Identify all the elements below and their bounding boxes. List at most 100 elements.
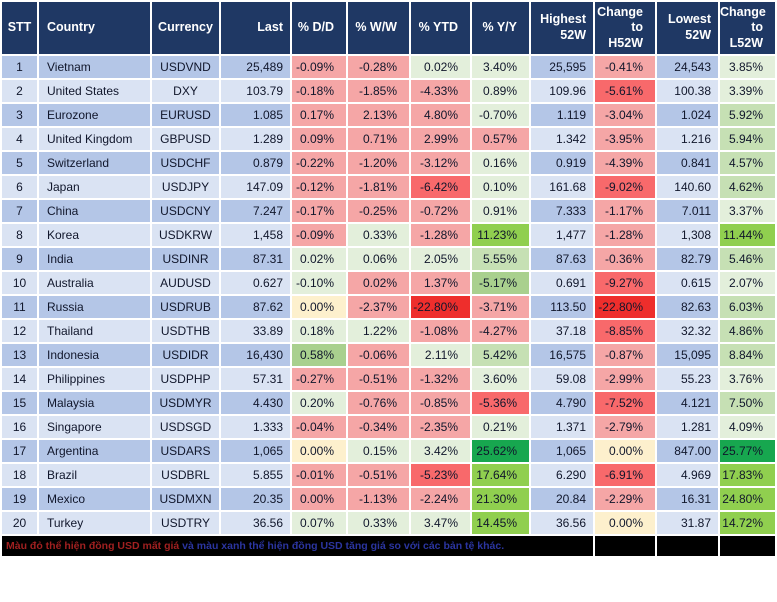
col-header-last: Last [219,0,292,56]
cell-currency: DXY [150,78,221,104]
table-row: 18 Brazil USDBRL 5.855 -0.01% -0.51% -5.23% 17.… [0,462,777,488]
cell-chg_h52w: -3.95% [593,126,657,152]
cell-yy: 5.55% [470,246,531,272]
cell-low52w: 0.615 [655,270,720,296]
cell-high52w: 7.333 [529,198,595,224]
header-row: STT Country Currency Last% D/D% W/W% YTD% Y… [0,0,777,56]
cell-country: China [37,198,152,224]
cell-dd: -0.27% [290,366,348,392]
cell-country: Argentina [37,438,152,464]
cell-low52w: 24,543 [655,54,720,80]
cell-last: 1.289 [219,126,292,152]
cell-low52w: 31.87 [655,510,720,536]
cell-dd: 0.58% [290,342,348,368]
cell-stt: 9 [0,246,39,272]
cell-chg_h52w: -2.29% [593,486,657,512]
cell-last: 103.79 [219,78,292,104]
cell-high52w: 1.342 [529,126,595,152]
cell-stt: 2 [0,78,39,104]
table-row: 7 China USDCNY 7.247 -0.17% -0.25% -0.72% 0.91%… [0,198,777,224]
cell-ww: 2.13% [346,102,411,128]
cell-ww: -0.76% [346,390,411,416]
footer-note: Màu đỏ thể hiện đồng USD mất giá và màu … [0,534,595,558]
cell-chg_l52w: 8.84% [718,342,777,368]
cell-chg_l52w: 25.77% [718,438,777,464]
cell-ww: -1.81% [346,174,411,200]
cell-chg_l52w: 24.80% [718,486,777,512]
cell-currency: USDKRW [150,222,221,248]
cell-dd: -0.04% [290,414,348,440]
cell-stt: 1 [0,54,39,80]
fx-rates-panel: STT Country Currency Last% D/D% W/W% YTD% Y… [0,0,777,558]
cell-currency: USDJPY [150,174,221,200]
cell-low52w: 15,095 [655,342,720,368]
cell-last: 0.627 [219,270,292,296]
footer-black-cell [718,534,777,558]
cell-ytd: -6.42% [409,174,472,200]
cell-country: Switzerland [37,150,152,176]
cell-high52w: 1.119 [529,102,595,128]
footer-note-red-text: Màu đỏ thể hiện đồng USD mất giá [6,540,180,552]
cell-chg_h52w: -4.39% [593,150,657,176]
cell-stt: 15 [0,390,39,416]
cell-chg_l52w: 5.92% [718,102,777,128]
cell-currency: USDINR [150,246,221,272]
cell-yy: -3.71% [470,294,531,320]
cell-chg_h52w: -0.36% [593,246,657,272]
cell-high52w: 1,065 [529,438,595,464]
cell-ytd: -1.28% [409,222,472,248]
cell-stt: 16 [0,414,39,440]
cell-country: United States [37,78,152,104]
table-row: 6 Japan USDJPY 147.09 -0.12% -1.81% -6.42% 0.10… [0,174,777,200]
table-row: 19 Mexico USDMXN 20.35 0.00% -1.13% -2.24% 21.3… [0,486,777,512]
cell-low52w: 1.216 [655,126,720,152]
cell-low52w: 100.38 [655,78,720,104]
cell-chg_h52w: -22.80% [593,294,657,320]
cell-dd: -0.18% [290,78,348,104]
cell-ww: -1.85% [346,78,411,104]
cell-last: 7.247 [219,198,292,224]
cell-ww: -0.25% [346,198,411,224]
cell-low52w: 1.281 [655,414,720,440]
cell-ytd: 1.37% [409,270,472,296]
col-header-ww: % W/W [346,0,411,56]
cell-ww: -0.28% [346,54,411,80]
cell-ytd: -1.32% [409,366,472,392]
cell-yy: 0.16% [470,150,531,176]
cell-ytd: -3.12% [409,150,472,176]
cell-stt: 20 [0,510,39,536]
cell-chg_h52w: -0.87% [593,342,657,368]
col-header-low52w: Lowest 52W [655,0,720,56]
cell-high52w: 4.790 [529,390,595,416]
cell-chg_l52w: 3.76% [718,366,777,392]
cell-dd: 0.07% [290,510,348,536]
cell-ww: 0.33% [346,222,411,248]
cell-last: 1.333 [219,414,292,440]
cell-currency: USDCNY [150,198,221,224]
cell-ww: -1.13% [346,486,411,512]
cell-currency: USDBRL [150,462,221,488]
cell-last: 1,458 [219,222,292,248]
cell-country: Brazil [37,462,152,488]
cell-chg_h52w: -9.27% [593,270,657,296]
cell-currency: USDSGD [150,414,221,440]
cell-country: Singapore [37,414,152,440]
cell-low52w: 82.63 [655,294,720,320]
cell-chg_l52w: 4.62% [718,174,777,200]
cell-ytd: 3.42% [409,438,472,464]
cell-last: 0.879 [219,150,292,176]
table-row: 11 Russia USDRUB 87.62 0.00% -2.37% -22.80% -3.… [0,294,777,320]
cell-currency: USDCHF [150,150,221,176]
cell-ytd: -22.80% [409,294,472,320]
table-row: 12 Thailand USDTHB 33.89 0.18% 1.22% -1.08% -4.… [0,318,777,344]
table-body: 1 Vietnam USDVND 25,489 -0.09% -0.28% 0.02% 3.4… [0,54,777,536]
cell-last: 5.855 [219,462,292,488]
cell-high52w: 161.68 [529,174,595,200]
cell-ww: -2.37% [346,294,411,320]
cell-country: Malaysia [37,390,152,416]
cell-ww: 0.02% [346,270,411,296]
col-header-ytd: % YTD [409,0,472,56]
table-row: 20 Turkey USDTRY 36.56 0.07% 0.33% 3.47% 14.45%… [0,510,777,536]
cell-chg_l52w: 17.83% [718,462,777,488]
cell-currency: AUDUSD [150,270,221,296]
